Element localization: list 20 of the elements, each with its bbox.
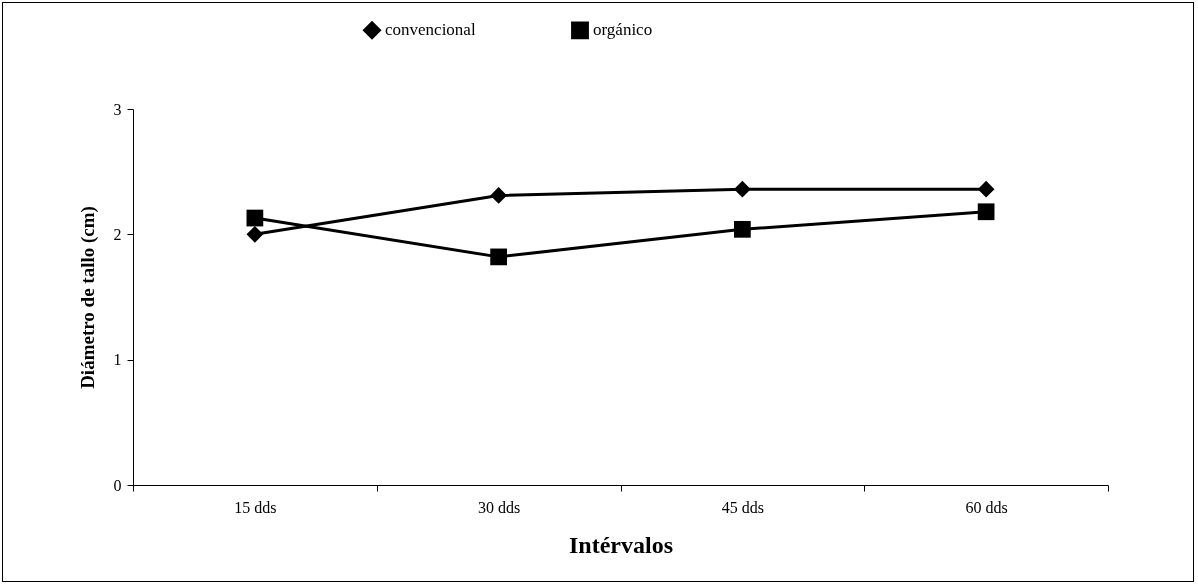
x-tick-label: 45 dds: [721, 498, 764, 516]
legend-label: convencional: [385, 20, 476, 40]
point: [246, 209, 264, 227]
point: [490, 187, 507, 204]
point: [977, 203, 995, 221]
x-tick-label: 60 dds: [965, 498, 1008, 516]
y-tick-label: 0: [113, 476, 122, 494]
x-tick-label: 15 dds: [234, 498, 277, 516]
point: [246, 225, 264, 243]
point: [734, 180, 751, 198]
x-tick-label: 30 dds: [478, 498, 521, 516]
y-tick-label: 3: [113, 100, 122, 118]
legend-label: orgánico: [593, 20, 653, 40]
x-axis-title: Intérvalos: [569, 531, 673, 558]
point: [490, 248, 507, 266]
point: [977, 180, 995, 198]
point: [734, 220, 751, 238]
y-tick-label: 2: [113, 225, 122, 243]
y-tick-label: 1: [113, 351, 122, 369]
y-axis-title: Diámetro de tallo (cm): [76, 206, 99, 389]
